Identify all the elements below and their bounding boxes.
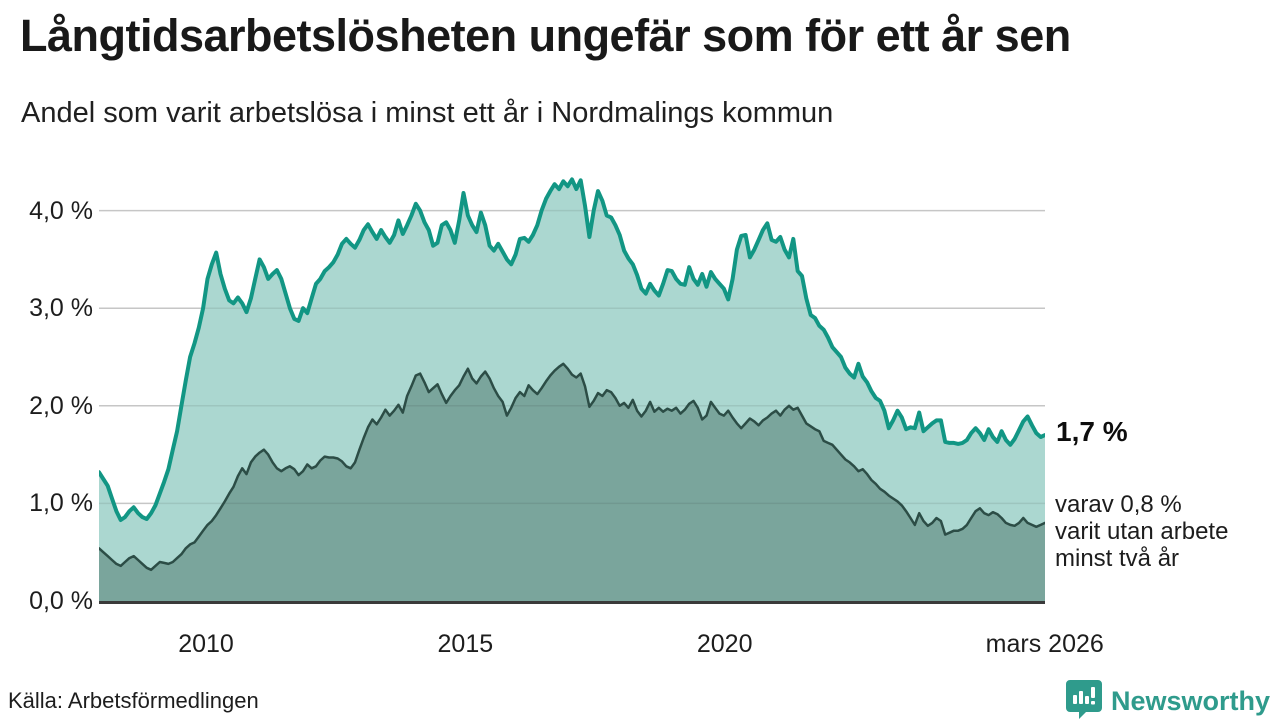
page-title: Långtidsarbetslösheten ungefär som för e… xyxy=(20,10,1071,61)
page-subtitle: Andel som varit arbetslösa i minst ett å… xyxy=(21,97,834,129)
x-tick-label: mars 2026 xyxy=(985,630,1104,658)
source-credit: Källa: Arbetsförmedlingen xyxy=(8,688,259,713)
y-tick-label: 0,0 % xyxy=(29,587,93,615)
x-tick-label: 2015 xyxy=(437,630,494,658)
y-tick-label: 3,0 % xyxy=(29,294,93,323)
newsworthy-logo-text: Newsworthy xyxy=(1110,686,1270,716)
y-tick-label: 4,0 % xyxy=(29,196,93,225)
secondary-annotation: varav 0,8 % varit utan arbete minst två … xyxy=(1055,491,1228,572)
y-tick-label: 1,0 % xyxy=(29,489,93,518)
y-tick-label: 2,0 % xyxy=(29,391,93,420)
x-tick-label: 2010 xyxy=(178,630,234,658)
x-tick-label: 2020 xyxy=(696,630,753,658)
newsworthy-logo-icon xyxy=(1065,679,1103,720)
newsworthy-logo: Newsworthy xyxy=(1065,679,1270,720)
secondary-annotation-line2: varit utan arbete xyxy=(1055,518,1229,545)
secondary-annotation-line3: minst två år xyxy=(1055,545,1180,572)
area-chart xyxy=(99,170,1045,604)
secondary-annotation-line1: varav 0,8 % xyxy=(1055,491,1182,518)
latest-value-label: 1,7 % xyxy=(1056,416,1128,447)
